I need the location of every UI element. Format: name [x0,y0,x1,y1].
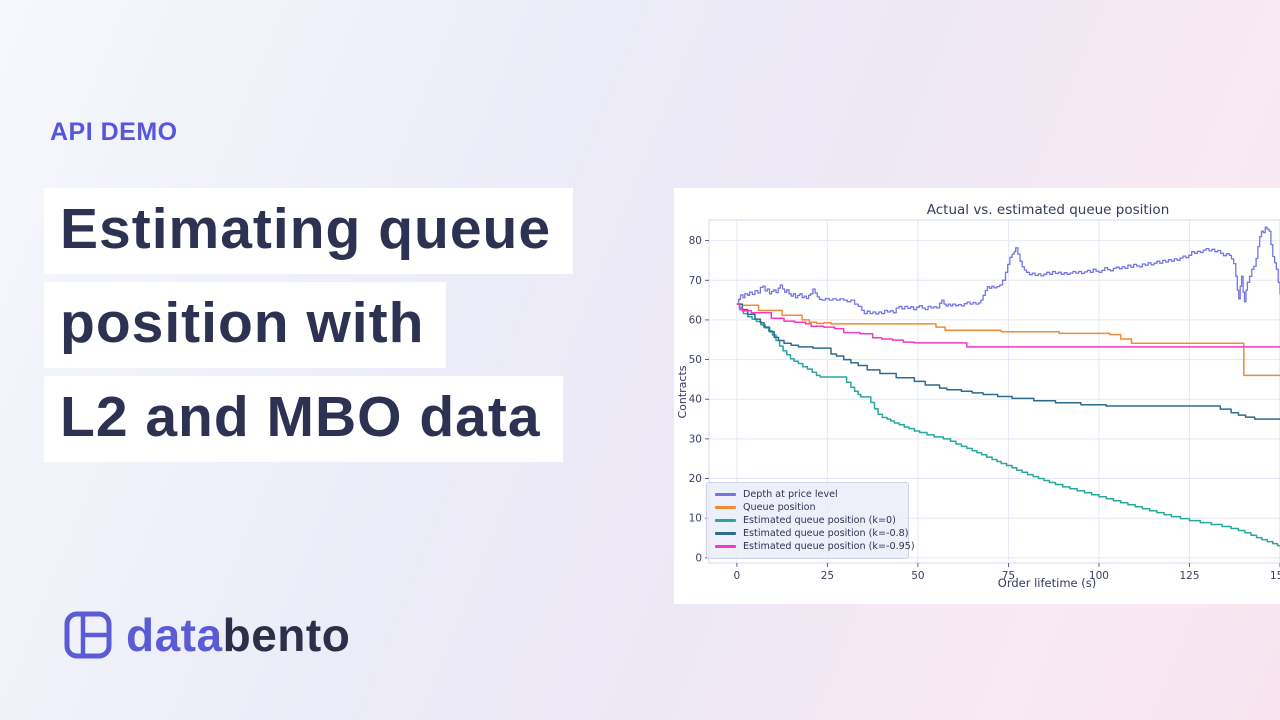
svg-text:80: 80 [689,235,702,247]
logo: databento [64,608,350,662]
legend-swatch [715,532,736,535]
kicker-label: API DEMO [50,118,178,146]
svg-text:0: 0 [734,570,741,582]
headline: Estimating queue position with L2 and MBO … [44,188,574,470]
svg-text:50: 50 [689,354,702,366]
svg-text:100: 100 [1089,570,1109,582]
svg-text:70: 70 [689,275,702,287]
svg-text:75: 75 [1002,570,1015,582]
headline-line-2: position with [44,282,447,368]
legend-swatch [715,545,736,548]
svg-text:40: 40 [689,394,702,406]
legend-label: Depth at price level [743,489,838,500]
logo-wordmark-bento: bento [222,609,351,661]
chart-legend: Depth at price level Queue position Estima… [706,482,915,559]
databento-logo-icon [64,611,112,659]
svg-text:0: 0 [695,552,702,564]
svg-text:150: 150 [1270,570,1280,582]
svg-text:Order lifetime (s): Order lifetime (s) [998,576,1096,590]
headline-line-3: L2 and MBO data [44,376,563,462]
svg-text:25: 25 [821,570,834,582]
headline-line-1: Estimating queue [44,188,574,274]
svg-text:10: 10 [689,513,702,525]
svg-text:125: 125 [1179,570,1199,582]
svg-text:60: 60 [689,314,702,326]
legend-item: Depth at price level [715,488,900,501]
chart-card: 0 25 50 75 100 125 150 0 10 20 30 40 50 60 70 80 Actual … [674,188,1280,604]
legend-label: Queue position [743,502,816,513]
legend-swatch [715,519,736,522]
svg-text:50: 50 [911,570,924,582]
legend-label: Estimated queue position (k=-0.8) [743,528,909,539]
legend-item: Estimated queue position (k=-0.95) [715,540,915,553]
legend-swatch [715,493,736,496]
svg-text:30: 30 [689,433,702,445]
legend-label: Estimated queue position (k=0) [743,515,896,526]
svg-text:Actual vs. estimated queue pos: Actual vs. estimated queue position [927,202,1170,218]
legend-item: Queue position [715,501,900,514]
logo-wordmark: databento [126,608,350,662]
legend-item: Estimated queue position (k=-0.8) [715,527,908,540]
legend-item: Estimated queue position (k=0) [715,514,900,527]
svg-text:Contracts: Contracts [676,365,689,418]
legend-label: Estimated queue position (k=-0.95) [743,541,915,552]
svg-text:20: 20 [689,473,702,485]
logo-wordmark-data: data [126,609,223,661]
legend-swatch [715,506,736,509]
